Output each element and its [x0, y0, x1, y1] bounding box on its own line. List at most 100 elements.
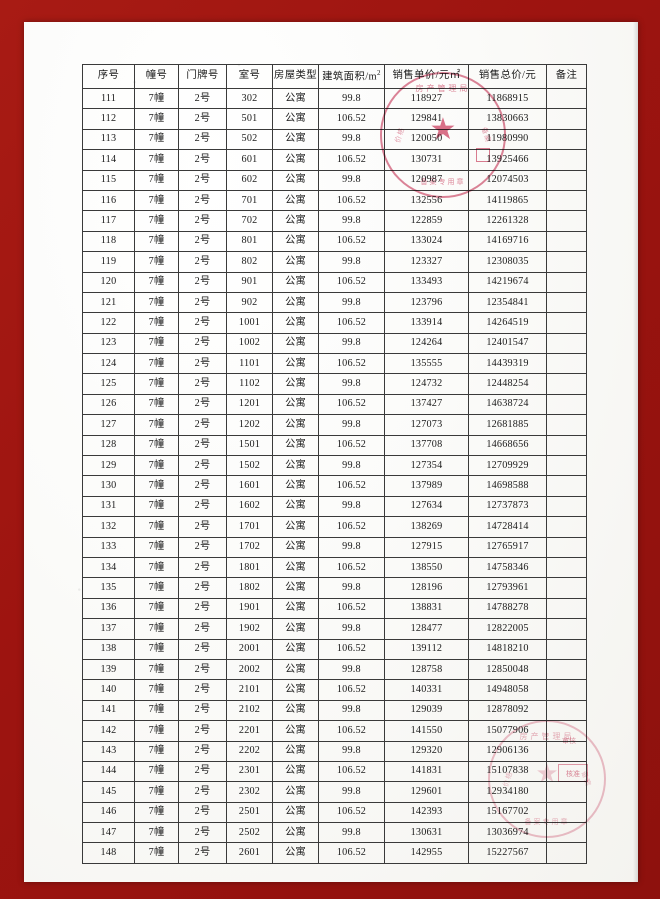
cell-idx: 137: [82, 618, 135, 640]
cell-idx: 119: [82, 251, 135, 273]
cell-door: 2号: [178, 842, 227, 864]
cell-door: 2号: [178, 781, 227, 803]
cell-area: 106.52: [318, 638, 385, 660]
table-row: 111 7幢 2号 302 公寓 99.8 118927 11868915: [82, 87, 587, 110]
cell-door: 2号: [178, 760, 227, 783]
cell-room: 1601: [226, 475, 273, 497]
cell-room: 2301: [226, 760, 273, 783]
cell-note: [546, 251, 587, 273]
table-row: 138 7幢 2号 2001 公寓 106.52 139112 14818210: [82, 638, 587, 660]
cell-room: 1001: [226, 312, 273, 334]
cell-unit: 129320: [384, 740, 469, 762]
cell-door: 2号: [178, 516, 227, 538]
cell-door: 2号: [178, 373, 227, 395]
cell-idx: 133: [82, 536, 135, 558]
cell-bldg: 7幢: [134, 618, 179, 640]
cell-bldg: 7幢: [134, 516, 179, 538]
cell-room: 302: [226, 87, 273, 110]
cell-door: 2号: [178, 210, 227, 232]
cell-idx: 125: [82, 373, 135, 395]
cell-type: 公寓: [272, 679, 319, 701]
cell-bldg: 7幢: [134, 393, 179, 416]
cell-door: 2号: [178, 536, 227, 558]
cell-area: 106.52: [318, 108, 385, 130]
cell-idx: 118: [82, 230, 135, 253]
cell-idx: 112: [82, 108, 135, 130]
cell-area: 99.8: [318, 658, 385, 681]
cell-bldg: 7幢: [134, 720, 179, 742]
cell-total: 15107838: [468, 760, 547, 783]
cell-idx: 115: [82, 169, 135, 191]
cell-total: 12354841: [468, 291, 547, 314]
table-row: 143 7幢 2号 2202 公寓 99.8 129320 12906136: [82, 740, 587, 762]
cell-bldg: 7幢: [134, 332, 179, 355]
cell-door: 2号: [178, 312, 227, 334]
cell-idx: 124: [82, 353, 135, 375]
cell-unit: 137989: [384, 475, 469, 497]
cell-room: 2202: [226, 740, 273, 762]
cell-unit: 133493: [384, 271, 469, 293]
cell-room: 902: [226, 291, 273, 314]
cell-type: 公寓: [272, 332, 319, 355]
cell-unit: 137427: [384, 393, 469, 416]
cell-total: 14119865: [468, 189, 547, 212]
cell-idx: 143: [82, 740, 135, 762]
cell-idx: 131: [82, 495, 135, 518]
cell-unit: 124264: [384, 332, 469, 355]
scanned-document-page: 序号 幢号 门牌号 室号 房屋类型 建筑面积/m2 销售单价/元㎡ 销售总价/元…: [24, 22, 638, 882]
cell-area: 106.52: [318, 271, 385, 293]
cell-door: 2号: [178, 556, 227, 579]
cell-idx: 144: [82, 760, 135, 783]
cell-area: 99.8: [318, 577, 385, 599]
cell-total: 14264519: [468, 312, 547, 334]
cell-note: [546, 740, 587, 762]
cell-bldg: 7幢: [134, 108, 179, 130]
cell-idx: 121: [82, 291, 135, 314]
cell-unit: 141550: [384, 720, 469, 742]
cell-idx: 130: [82, 475, 135, 497]
cell-room: 2002: [226, 658, 273, 681]
cell-type: 公寓: [272, 230, 319, 253]
cell-type: 公寓: [272, 516, 319, 538]
cell-type: 公寓: [272, 618, 319, 640]
cell-bldg: 7幢: [134, 842, 179, 864]
cell-room: 1501: [226, 434, 273, 457]
cell-total: 12878092: [468, 699, 547, 722]
cell-note: [546, 149, 587, 171]
cell-type: 公寓: [272, 271, 319, 293]
cell-door: 2号: [178, 230, 227, 253]
table-row: 133 7幢 2号 1702 公寓 99.8 127915 12765917: [82, 536, 587, 558]
cell-room: 2601: [226, 842, 273, 864]
cell-unit: 133914: [384, 312, 469, 334]
cell-bldg: 7幢: [134, 638, 179, 660]
cell-unit: 138831: [384, 597, 469, 620]
cell-room: 602: [226, 169, 273, 191]
cell-bldg: 7幢: [134, 128, 179, 151]
cell-area: 106.52: [318, 842, 385, 864]
cell-bldg: 7幢: [134, 536, 179, 558]
cell-total: 12850048: [468, 658, 547, 681]
cell-total: 14758346: [468, 556, 547, 579]
cell-type: 公寓: [272, 597, 319, 620]
cell-room: 701: [226, 189, 273, 212]
cell-note: [546, 230, 587, 253]
cell-idx: 142: [82, 720, 135, 742]
cell-type: 公寓: [272, 128, 319, 151]
cell-note: [546, 801, 587, 824]
cell-room: 1101: [226, 353, 273, 375]
cell-total: 14638724: [468, 393, 547, 416]
cell-area: 106.52: [318, 230, 385, 253]
cell-type: 公寓: [272, 801, 319, 824]
cell-note: [546, 291, 587, 314]
cell-room: 2101: [226, 679, 273, 701]
cell-area: 99.8: [318, 781, 385, 803]
cell-area: 99.8: [318, 169, 385, 191]
cell-note: [546, 822, 587, 844]
cell-area: 106.52: [318, 516, 385, 538]
cell-idx: 140: [82, 679, 135, 701]
table-row: 112 7幢 2号 501 公寓 106.52 129841 13830663: [82, 108, 587, 130]
cell-total: 12737873: [468, 495, 547, 518]
cell-area: 99.8: [318, 699, 385, 722]
cell-area: 99.8: [318, 210, 385, 232]
table-row: 130 7幢 2号 1601 公寓 106.52 137989 14698588: [82, 475, 587, 497]
